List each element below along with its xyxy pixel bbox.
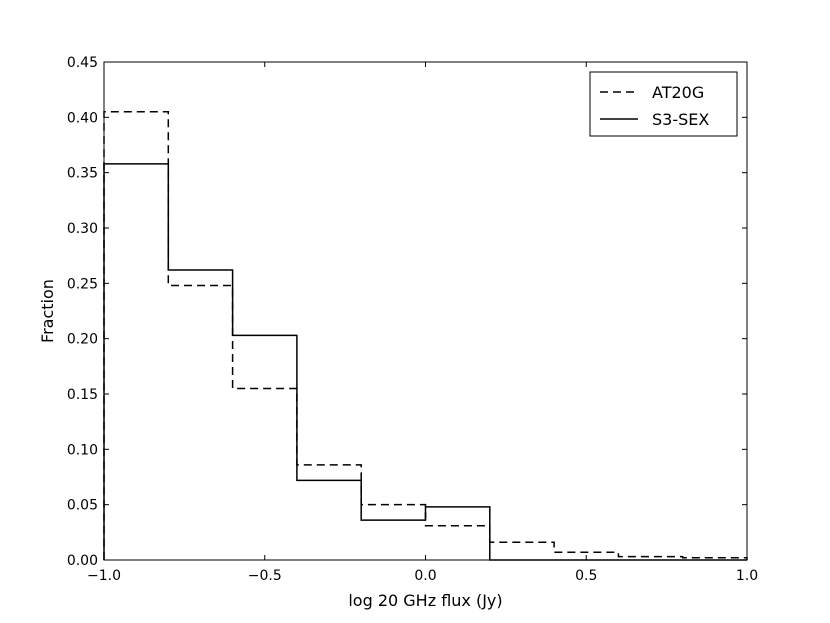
- legend-label-s3-sex: S3-SEX: [652, 110, 709, 129]
- x-axis-title: log 20 GHz flux (Jy): [348, 591, 502, 610]
- legend-box: [589, 71, 738, 137]
- y-tick-label: 0.30: [67, 221, 98, 237]
- y-tick-label: 0.10: [67, 442, 98, 458]
- y-tick-label: 0.25: [67, 276, 98, 292]
- y-tick-label: 0.45: [67, 55, 98, 71]
- x-tick-label: −0.5: [248, 568, 282, 584]
- x-tick-label: 0.5: [575, 568, 597, 584]
- y-tick-label: 0.20: [67, 332, 98, 348]
- y-tick-label: 0.35: [67, 166, 98, 182]
- x-tick-label: 0.0: [414, 568, 436, 584]
- ticks-layer: −1.0 −0.5 0.0 0.5 1.0 0.00 0.05 0.10 0.15 0.20 0.2…: [67, 55, 758, 584]
- x-tick-label: 1.0: [736, 568, 758, 584]
- y-tick-label: 0.00: [67, 553, 98, 569]
- y-tick-label: 0.05: [67, 498, 98, 514]
- plot-frame: [103, 61, 748, 561]
- series-at20g: [103, 111, 748, 560]
- series-s3-sex: [103, 163, 747, 561]
- legend-label-at20g: AT20G: [652, 83, 704, 102]
- x-tick-label: −1.0: [87, 568, 121, 584]
- series-layer: [103, 111, 748, 561]
- legend: AT20G S3-SEX: [589, 71, 738, 137]
- y-tick-label: 0.15: [67, 387, 98, 403]
- y-axis-title: Fraction: [38, 279, 57, 343]
- legend-entries: AT20G S3-SEX: [600, 83, 709, 129]
- y-tick-label: 0.40: [67, 110, 98, 126]
